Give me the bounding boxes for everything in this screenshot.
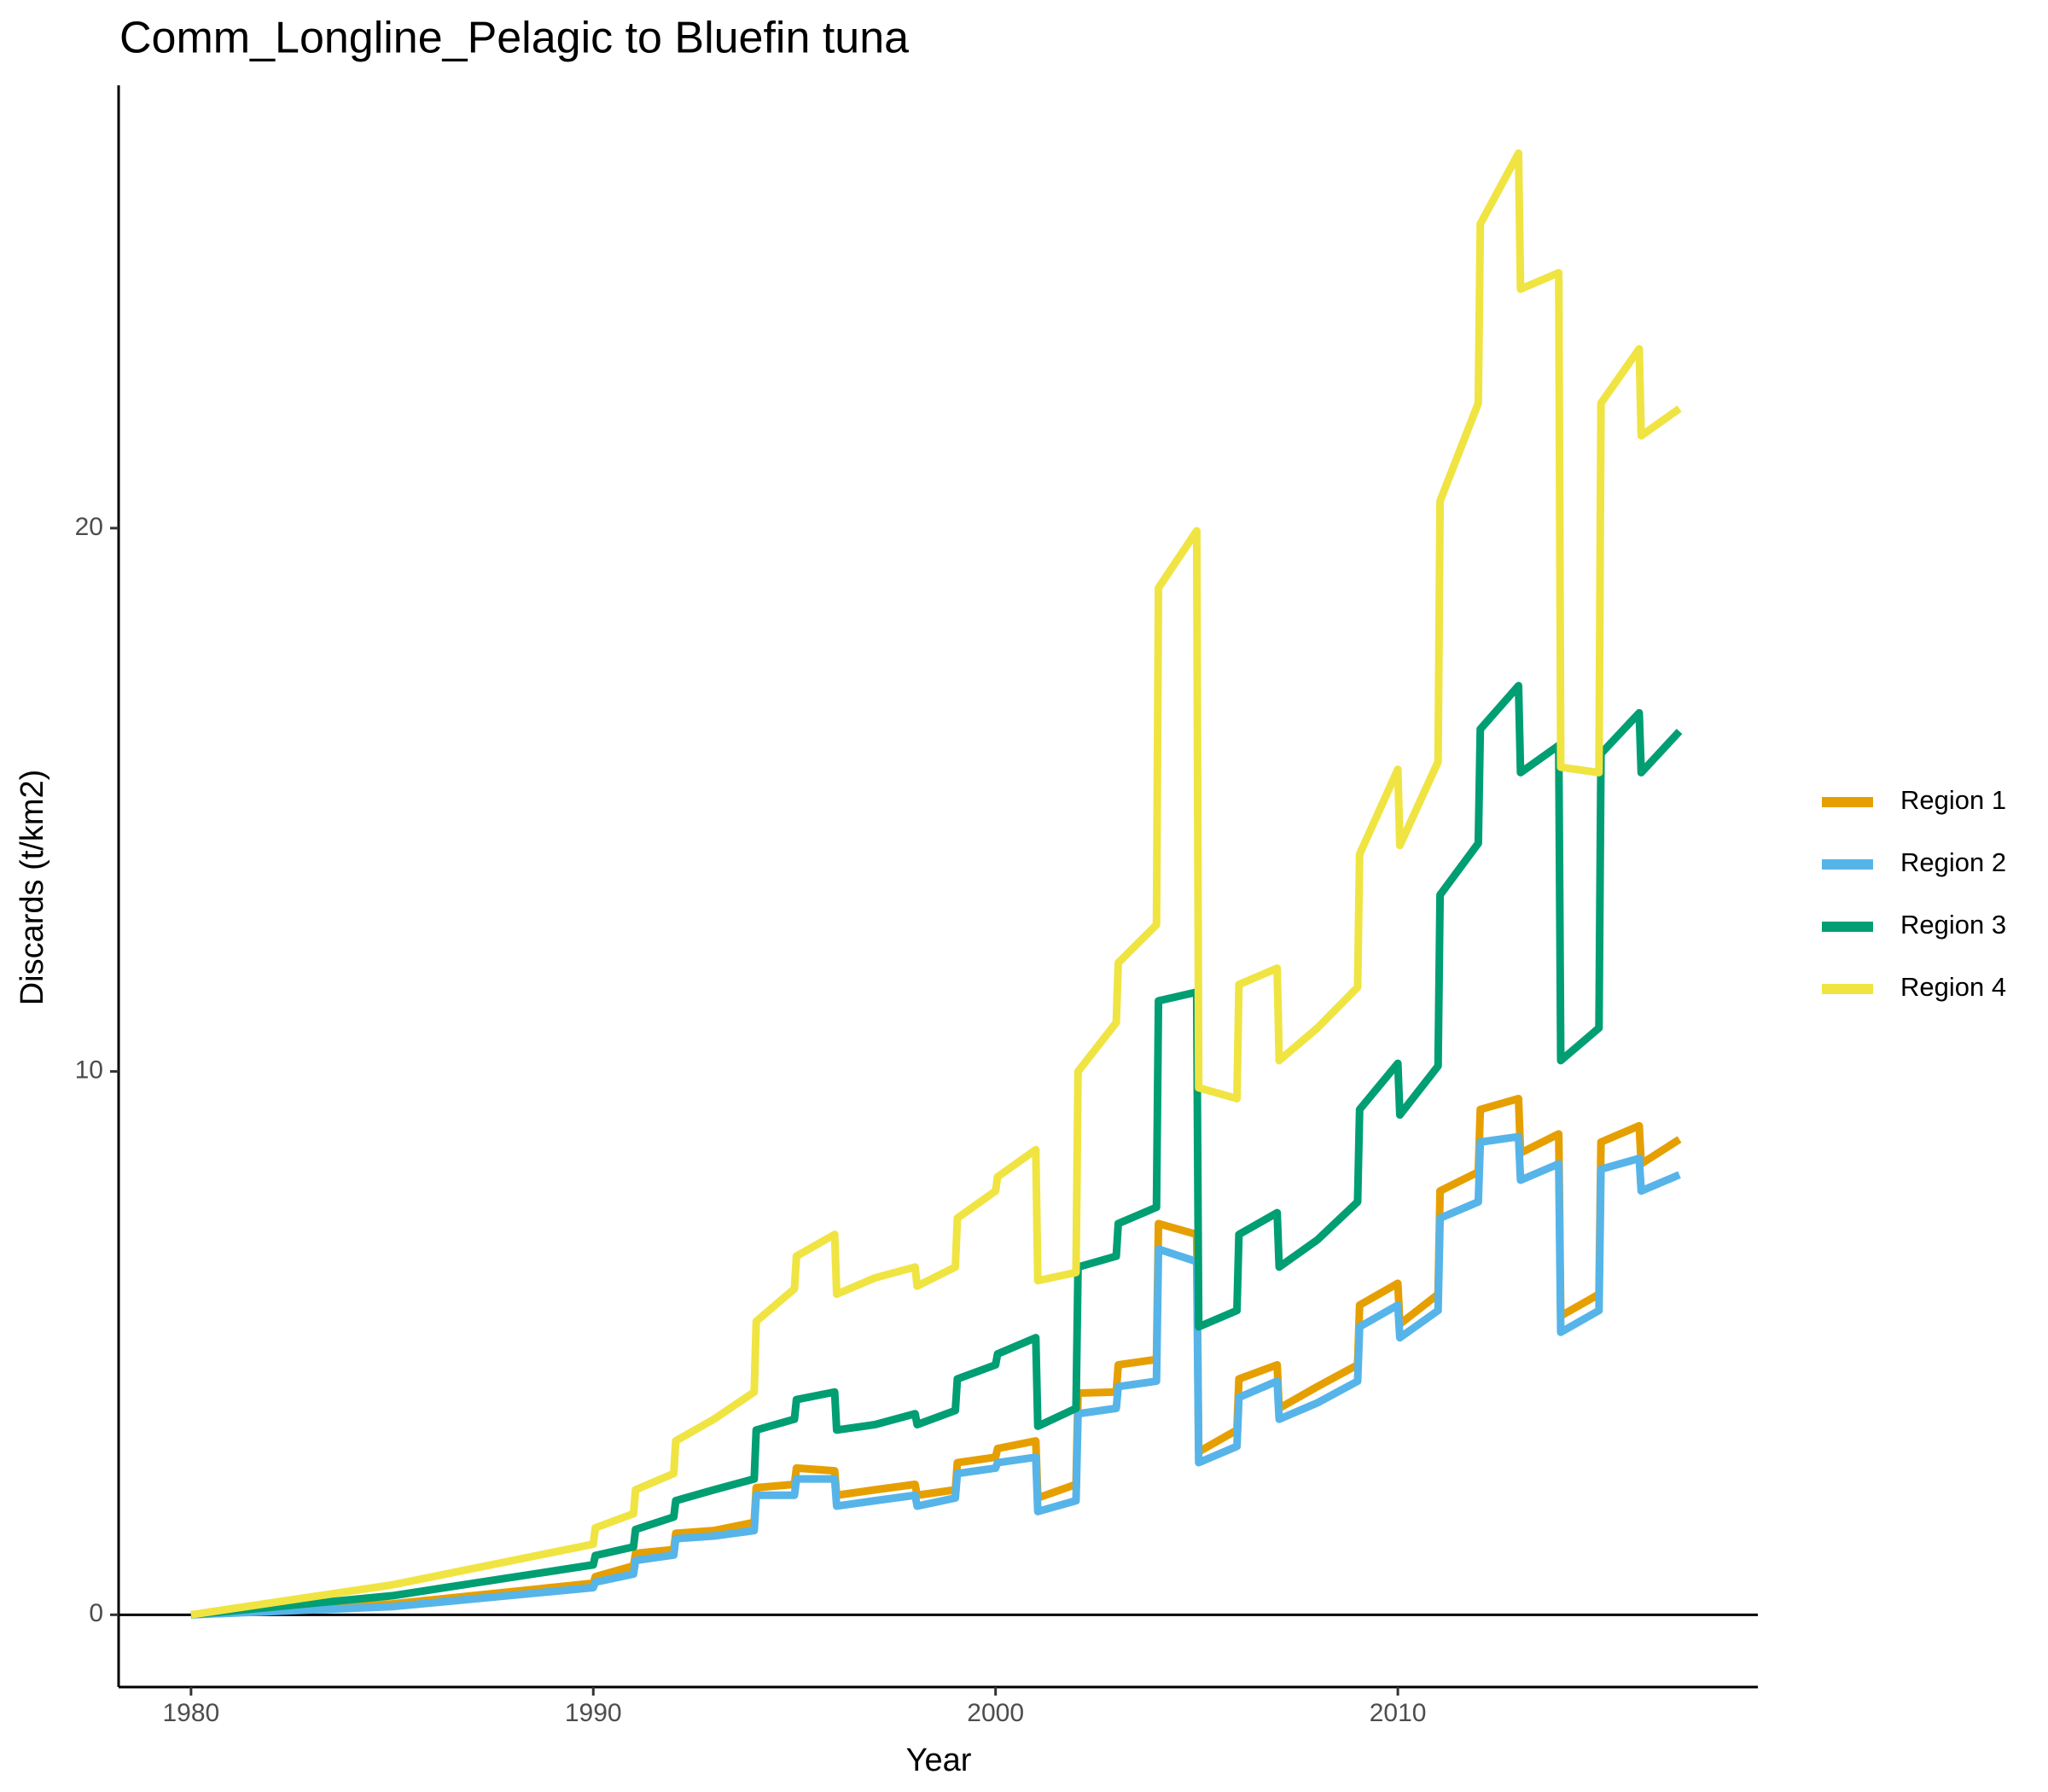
legend-label: Region 3 — [1900, 910, 2006, 940]
y-tick-label: 10 — [75, 1056, 103, 1085]
series-line — [190, 1094, 1682, 1619]
legend-label: Region 1 — [1900, 785, 2006, 815]
series-line — [190, 682, 1683, 1619]
series-line — [190, 149, 1682, 1619]
x-axis-label: Year — [906, 1743, 972, 1778]
y-axis-label: Discards (t/km2) — [15, 770, 50, 1006]
legend-label: Region 4 — [1900, 972, 2006, 1002]
legend-label: Region 2 — [1900, 847, 2006, 877]
x-tick-label: 2000 — [967, 1699, 1024, 1727]
x-tick-label: 2010 — [1370, 1699, 1427, 1727]
x-tick-label: 1990 — [565, 1699, 622, 1727]
y-tick-label: 20 — [75, 513, 103, 541]
y-tick-label: 0 — [89, 1599, 103, 1627]
chart-title: Comm_Longline_Pelagic to Bluefin tuna — [119, 14, 909, 63]
x-tick-label: 1980 — [162, 1699, 219, 1727]
series-line — [190, 1132, 1681, 1619]
